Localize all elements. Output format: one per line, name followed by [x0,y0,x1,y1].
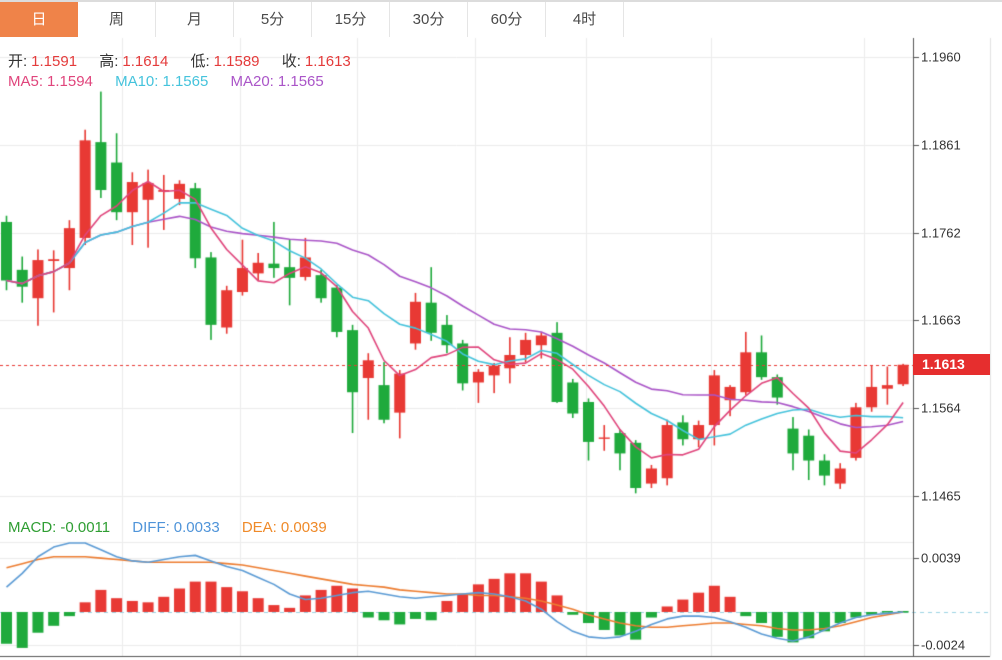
tab-day[interactable]: 日 [0,2,78,37]
macd-label: MACD: [8,519,57,536]
tab-5min[interactable]: 5分 [234,2,312,37]
ma20-value: 1.1565 [277,73,324,90]
tab-4hour[interactable]: 4时 [546,2,624,37]
ohlc-legend: 开: 1.1591 高: 1.1614 低: 1.1589 收: 1.1613 [8,50,355,71]
open-value: 1.1591 [31,53,78,70]
price-tick-label: 1.1762 [921,225,961,241]
close-value: 1.1613 [304,53,351,70]
low-label: 低: [190,53,210,70]
price-tick-label: 1.1960 [921,49,961,65]
tab-30min[interactable]: 30分 [390,2,468,37]
tab-month[interactable]: 月 [156,2,234,37]
ma10-value: 1.1565 [162,73,209,90]
ma20-label: MA20: [230,73,274,90]
timeframe-tabbar: 日周月 5分 15分 30分 60分 4时 [0,0,1002,37]
current-price-tag: 1.1613 [913,354,990,376]
ma5-label: MA5: [8,73,44,90]
high-label: 高: [99,53,119,70]
close-label: 收: [281,53,301,70]
price-tick-label: 1.1564 [921,400,961,416]
dea-value: 0.0039 [280,519,327,536]
macd-legend: MACD: -0.0011 DIFF: 0.0033 DEA: 0.0039 [8,519,331,536]
diff-value: 0.0033 [173,519,220,536]
open-label: 开: [8,53,28,70]
diff-label: DIFF: [132,519,170,536]
macd-tick-label: 0.0039 [921,550,961,566]
tab-60min[interactable]: 60分 [468,2,546,37]
dea-label: DEA: [241,519,277,536]
macd-value: -0.0011 [60,519,111,536]
low-value: 1.1589 [213,53,260,70]
ma-legend: MA5: 1.1594 MA10: 1.1565 MA20: 1.1565 [8,73,328,90]
price-tick-label: 1.1663 [921,312,961,328]
price-tick-label: 1.1465 [921,488,961,504]
tab-15min[interactable]: 15分 [312,2,390,37]
high-value: 1.1614 [122,53,169,70]
tab-week[interactable]: 周 [78,2,156,37]
price-tick-label: 1.1861 [921,137,961,153]
ma5-value: 1.1594 [47,73,93,90]
ma10-label: MA10: [115,73,159,90]
macd-tick-label: -0.0024 [921,637,966,653]
